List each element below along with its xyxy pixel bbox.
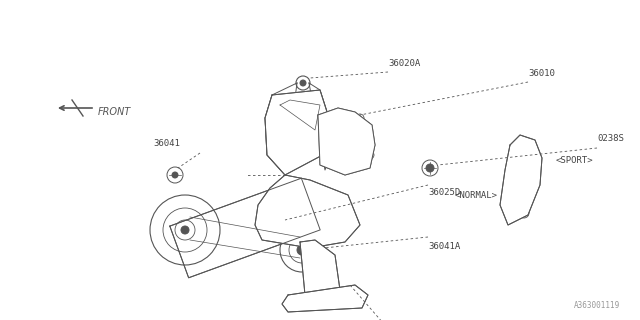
- Polygon shape: [282, 285, 368, 312]
- Circle shape: [297, 245, 307, 255]
- Circle shape: [345, 142, 351, 148]
- Polygon shape: [300, 240, 340, 300]
- Circle shape: [300, 80, 306, 86]
- Text: 36041: 36041: [153, 139, 180, 148]
- Polygon shape: [255, 175, 360, 248]
- Text: 36041A: 36041A: [428, 242, 460, 251]
- Text: 36010: 36010: [528, 69, 555, 78]
- Polygon shape: [265, 90, 332, 175]
- Text: A363001119: A363001119: [573, 301, 620, 310]
- Text: <NORMAL>: <NORMAL>: [455, 190, 498, 199]
- Circle shape: [426, 164, 434, 172]
- Text: <SPORT>: <SPORT>: [556, 156, 594, 164]
- Circle shape: [172, 172, 178, 178]
- Text: 0238S: 0238S: [597, 134, 624, 143]
- Polygon shape: [500, 135, 542, 225]
- Polygon shape: [170, 178, 320, 278]
- Polygon shape: [318, 108, 375, 175]
- Text: 36020A: 36020A: [388, 59, 420, 68]
- Text: 36025D: 36025D: [428, 188, 460, 197]
- Text: FRONT: FRONT: [98, 107, 131, 117]
- Circle shape: [181, 226, 189, 234]
